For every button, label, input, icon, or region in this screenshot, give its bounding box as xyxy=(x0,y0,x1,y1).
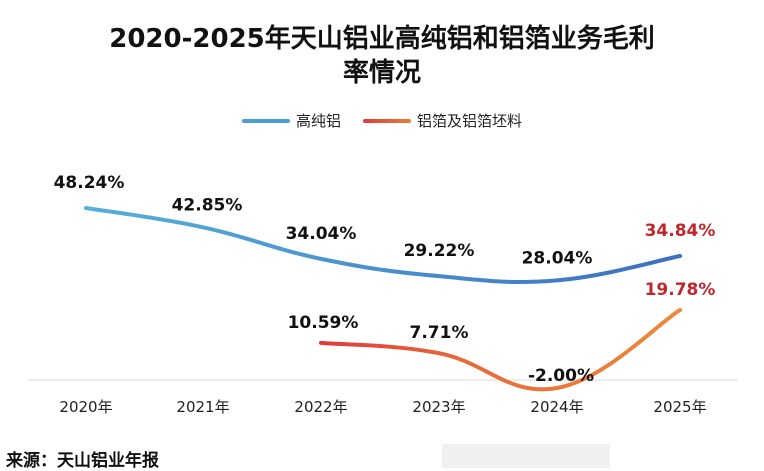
legend-label-high-purity-aluminum: 高纯铝 xyxy=(295,112,341,130)
chart-legend: 高纯铝 铝箔及铝箔坯料 xyxy=(0,110,764,131)
data-label: 34.84% xyxy=(645,221,716,241)
legend-swatch-blue xyxy=(241,118,290,123)
data-label: 28.04% xyxy=(522,248,593,268)
series-line-aluminum-foil xyxy=(319,307,682,392)
watermark-block xyxy=(442,444,610,468)
data-label: 34.04% xyxy=(286,224,357,244)
data-label: 42.85% xyxy=(172,195,243,215)
x-tick-label: 2024年 xyxy=(530,398,583,416)
x-tick-label: 2023年 xyxy=(412,398,465,416)
data-label: 29.22% xyxy=(404,241,475,261)
data-label: 10.59% xyxy=(288,313,359,333)
data-label: 19.78% xyxy=(645,280,716,300)
data-label: 7.71% xyxy=(410,323,469,343)
legend-label-aluminum-foil: 铝箔及铝箔坯料 xyxy=(417,112,523,130)
x-tick-label: 2025年 xyxy=(653,398,706,416)
legend-swatch-orange xyxy=(363,118,411,123)
series-line-high-purity-aluminum xyxy=(84,206,682,285)
x-tick-label: 2020年 xyxy=(59,398,112,416)
data-label: -2.00% xyxy=(528,366,594,386)
data-label: 48.24% xyxy=(54,173,125,193)
legend-item-aluminum-foil: 铝箔及铝箔坯料 xyxy=(363,110,522,131)
source-note: 来源：天山铝业年报 xyxy=(6,451,159,471)
chart-title-line-2: 率情况 xyxy=(342,58,421,88)
chart-title: 2020-2025年天山铝业高纯铝和铝箔业务毛利 率情况 xyxy=(0,22,764,90)
x-tick-label: 2021年 xyxy=(176,398,229,416)
chart-title-line-1: 2020-2025年天山铝业高纯铝和铝箔业务毛利 xyxy=(109,24,655,54)
x-tick-label: 2022年 xyxy=(294,398,347,416)
legend-item-high-purity-aluminum: 高纯铝 xyxy=(241,110,341,131)
